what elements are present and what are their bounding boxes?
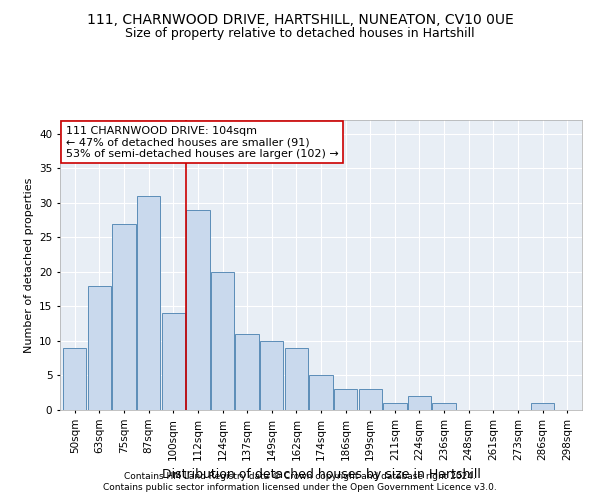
Y-axis label: Number of detached properties: Number of detached properties: [23, 178, 34, 352]
Bar: [433, 403, 456, 410]
Bar: [359, 390, 382, 410]
Text: Contains public sector information licensed under the Open Government Licence v3: Contains public sector information licen…: [103, 484, 497, 492]
Bar: [310, 376, 332, 410]
Bar: [334, 390, 358, 410]
Text: Size of property relative to detached houses in Hartshill: Size of property relative to detached ho…: [125, 28, 475, 40]
Bar: [186, 210, 209, 410]
Bar: [284, 348, 308, 410]
Bar: [137, 196, 160, 410]
Bar: [211, 272, 234, 410]
Bar: [63, 348, 86, 410]
Bar: [408, 396, 431, 410]
Bar: [161, 314, 185, 410]
Bar: [112, 224, 136, 410]
Bar: [260, 341, 283, 410]
Bar: [235, 334, 259, 410]
Text: 111 CHARNWOOD DRIVE: 104sqm
← 47% of detached houses are smaller (91)
53% of sem: 111 CHARNWOOD DRIVE: 104sqm ← 47% of det…: [65, 126, 338, 159]
Bar: [531, 403, 554, 410]
Bar: [88, 286, 111, 410]
Bar: [383, 403, 407, 410]
Text: Contains HM Land Registry data © Crown copyright and database right 2024.: Contains HM Land Registry data © Crown c…: [124, 472, 476, 481]
Text: 111, CHARNWOOD DRIVE, HARTSHILL, NUNEATON, CV10 0UE: 111, CHARNWOOD DRIVE, HARTSHILL, NUNEATO…: [86, 12, 514, 26]
X-axis label: Distribution of detached houses by size in Hartshill: Distribution of detached houses by size …: [161, 468, 481, 481]
